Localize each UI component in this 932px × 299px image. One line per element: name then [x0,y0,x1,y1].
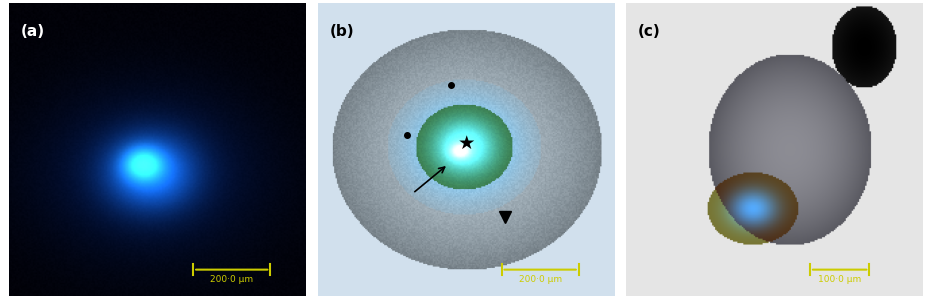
Text: 100·0 μm: 100·0 μm [818,275,861,284]
Text: (b): (b) [330,24,354,39]
Text: 200·0 μm: 200·0 μm [211,275,254,284]
Text: (a): (a) [21,24,46,39]
Text: (c): (c) [638,24,661,39]
Text: ★: ★ [458,134,474,153]
Text: 200·0 μm: 200·0 μm [518,275,562,284]
